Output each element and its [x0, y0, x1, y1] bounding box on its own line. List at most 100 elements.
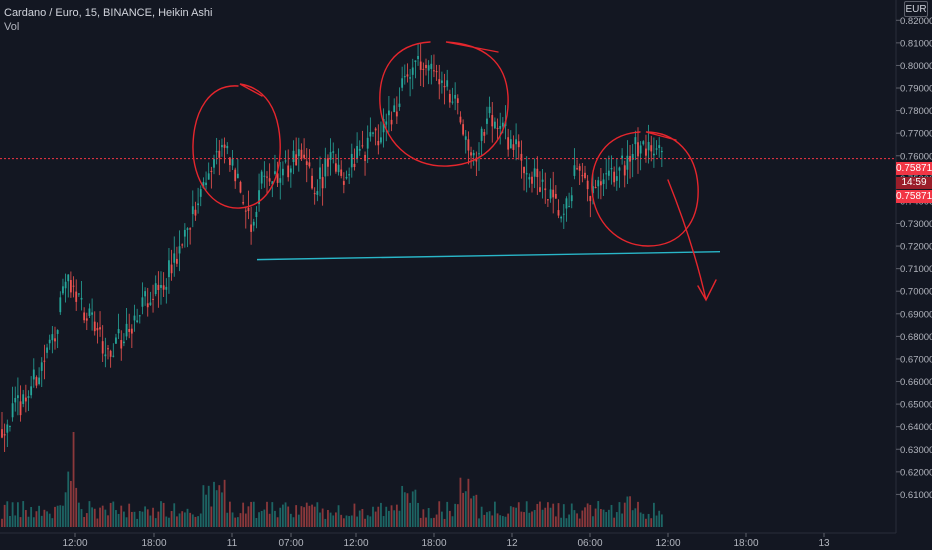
volume-bar	[160, 501, 162, 527]
volume-bar	[470, 498, 472, 527]
volume-bar	[138, 511, 141, 527]
volume-bar	[552, 503, 555, 527]
volume-bar	[350, 515, 353, 527]
volume-bar	[226, 512, 229, 527]
volume-bar	[141, 511, 144, 527]
volume-bar	[427, 508, 430, 527]
candle	[472, 149, 475, 166]
candle	[162, 272, 165, 297]
volume-bar	[369, 516, 372, 527]
volume-bar	[361, 508, 364, 527]
volume-bar	[422, 509, 425, 527]
candle	[133, 304, 136, 332]
volume-bar	[356, 516, 358, 527]
volume-bar	[403, 492, 406, 527]
candle	[64, 273, 67, 303]
volume-bar	[414, 489, 417, 527]
candle	[605, 158, 608, 190]
candle	[345, 170, 348, 180]
candle	[565, 196, 568, 222]
volume-bar	[388, 510, 390, 527]
candle	[430, 55, 433, 85]
candle	[390, 111, 393, 132]
volume-bar	[639, 512, 642, 527]
volume-bar	[266, 501, 268, 527]
time-axis[interactable]: 12:00 18:00 11 07:00 12:00 18:00 12 06:00 12:00 1…	[0, 532, 896, 549]
candle	[570, 187, 573, 209]
last-price-badge: 0.75871	[896, 162, 932, 175]
price-tick-label: 0.78000	[900, 106, 932, 117]
time-tick-label: 18:00	[733, 538, 758, 549]
candle	[454, 82, 457, 111]
candle	[464, 129, 467, 154]
candle	[117, 313, 120, 340]
volume-bar	[56, 505, 59, 527]
currency-button[interactable]: EUR	[904, 1, 928, 17]
candle	[613, 166, 616, 187]
volume-bar	[642, 513, 645, 527]
volume-bar	[247, 506, 250, 527]
candle	[9, 425, 11, 432]
volume-bar	[337, 505, 340, 527]
candle	[403, 64, 406, 85]
candle	[99, 311, 101, 337]
volume-bar	[592, 516, 594, 527]
candle	[48, 334, 51, 350]
volume-bar	[107, 515, 109, 527]
candle	[515, 123, 517, 161]
candle	[655, 140, 658, 155]
volume-bar	[40, 515, 43, 527]
candle	[594, 179, 597, 189]
candle	[24, 384, 27, 413]
candle	[626, 140, 629, 185]
support-trend-line[interactable]	[256, 251, 721, 261]
candle	[525, 156, 528, 193]
candle	[149, 291, 152, 306]
volume-bar	[101, 505, 104, 527]
volume-bar	[658, 510, 661, 527]
volume-bar	[626, 496, 629, 527]
volume-bar	[515, 507, 517, 527]
candle	[170, 249, 173, 281]
price-tick-label: 0.80000	[900, 61, 932, 72]
candle	[186, 227, 189, 248]
volume-bar	[221, 492, 223, 527]
volume-bar	[459, 477, 462, 527]
candle	[443, 73, 446, 105]
volume-bar	[181, 511, 184, 527]
price-tick-label: 0.77000	[900, 129, 932, 140]
candle	[152, 284, 154, 313]
volume-bar	[345, 515, 348, 527]
candle	[303, 138, 305, 160]
volume-bar	[32, 517, 35, 527]
candle	[178, 230, 181, 272]
candle	[541, 169, 544, 199]
volume-bar	[202, 485, 205, 527]
candle	[623, 160, 626, 188]
price-tick-label: 0.66000	[900, 377, 932, 388]
volume-bar	[263, 509, 266, 527]
volume-bar	[547, 502, 549, 527]
time-tick-label: 12:00	[655, 538, 680, 549]
volume-bar	[109, 502, 112, 527]
volume-bar	[406, 493, 409, 527]
candle	[210, 166, 213, 189]
volume-bar	[191, 514, 194, 527]
volume-bar	[364, 518, 366, 527]
volume-bar	[144, 506, 146, 527]
volume-bar	[557, 503, 560, 527]
price-tick-label: 0.63000	[900, 445, 932, 456]
volume-bar	[562, 504, 565, 527]
price-axis[interactable]: 0.82000 0.81000 0.80000 0.79000 0.78000 0.770…	[895, 0, 932, 533]
volume-bar	[549, 507, 552, 527]
candle	[287, 149, 290, 182]
volume-bar	[462, 492, 464, 527]
volume-bar	[80, 509, 83, 527]
volume-bar	[618, 502, 621, 527]
volume-bar	[207, 485, 210, 527]
candle	[406, 63, 409, 83]
time-tick-label: 12:00	[62, 538, 87, 549]
volume-bar	[340, 514, 343, 527]
candle	[385, 113, 388, 142]
